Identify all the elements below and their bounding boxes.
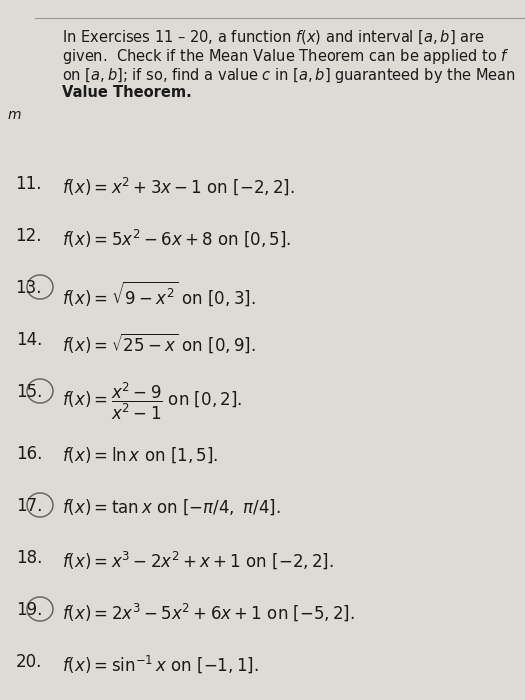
Text: $f(x) = \dfrac{x^2 - 9}{x^2 - 1}$ on $[0, 2]$.: $f(x) = \dfrac{x^2 - 9}{x^2 - 1}$ on $[0… [62,381,242,422]
Text: Value Theorem.: Value Theorem. [62,85,192,100]
Text: 14.: 14. [16,331,42,349]
Text: 20.: 20. [16,653,42,671]
Text: $f(x) = \ln x$ on $[1, 5]$.: $f(x) = \ln x$ on $[1, 5]$. [62,445,218,465]
Text: $f(x) = \sqrt{9 - x^2}$ on $[0, 3]$.: $f(x) = \sqrt{9 - x^2}$ on $[0, 3]$. [62,279,256,307]
Text: $f(x) = 5x^2 - 6x + 8$ on $[0, 5]$.: $f(x) = 5x^2 - 6x + 8$ on $[0, 5]$. [62,227,291,248]
Text: 12.: 12. [16,227,42,245]
Text: 17.: 17. [16,497,42,515]
Text: 16.: 16. [16,445,42,463]
Text: $f(x) = \sin^{-1} x$ on $[-1, 1]$.: $f(x) = \sin^{-1} x$ on $[-1, 1]$. [62,653,259,675]
Text: on $[a, b]$; if so, find a value $c$ in $[a, b]$ guaranteed by the Mean: on $[a, b]$; if so, find a value $c$ in … [62,66,516,85]
Text: $f(x) = x^3 - 2x^2 + x + 1$ on $[-2, 2]$.: $f(x) = x^3 - 2x^2 + x + 1$ on $[-2, 2]$… [62,549,334,570]
Text: 15.: 15. [16,383,42,401]
Text: given.  Check if the Mean Value Theorem can be applied to $f$: given. Check if the Mean Value Theorem c… [62,47,510,66]
Text: In Exercises 11 – 20, a function $f(x)$ and interval $[a, b]$ are: In Exercises 11 – 20, a function $f(x)$ … [62,28,485,46]
Text: 11.: 11. [16,175,42,193]
Text: $f(x) = x^2 + 3x - 1$ on $[-2, 2]$.: $f(x) = x^2 + 3x - 1$ on $[-2, 2]$. [62,175,295,197]
Text: m: m [8,108,22,122]
Text: $f(x) = \tan x$ on $[-\pi/4,\ \pi/4]$.: $f(x) = \tan x$ on $[-\pi/4,\ \pi/4]$. [62,497,281,517]
Text: 13.: 13. [16,279,42,297]
Text: 19.: 19. [16,601,42,619]
Text: $f(x) = 2x^3 - 5x^2 + 6x + 1$ on $[-5, 2]$.: $f(x) = 2x^3 - 5x^2 + 6x + 1$ on $[-5, 2… [62,601,355,622]
Text: $f(x) = \sqrt{25 - x}$ on $[0, 9]$.: $f(x) = \sqrt{25 - x}$ on $[0, 9]$. [62,331,256,354]
Text: 18.: 18. [16,549,42,567]
